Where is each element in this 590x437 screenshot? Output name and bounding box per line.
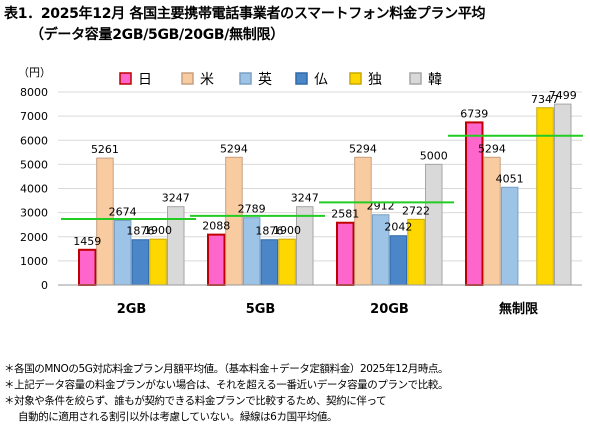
legend-swatch [349,72,362,85]
x-tick-label: 2GB [117,302,147,317]
legend-label: 韓 [428,72,442,88]
bar [389,235,408,286]
legend: 日米英仏独韓 [119,71,442,88]
data-label: 2722 [402,204,430,217]
data-label: 3247 [291,192,319,205]
data-label: 5000 [420,149,448,162]
data-label: 7347 [531,93,559,106]
data-label: 5294 [478,142,506,155]
bar [96,157,114,286]
legend-label: 日 [138,72,152,88]
bar [554,103,572,286]
footnote-2: ＊上記データ容量の料金プランがない場合は、それを超える一番近いデータ容量のプラン… [4,379,449,391]
bar [536,107,554,286]
legend-label: 独 [368,72,382,88]
x-tick-label: 無制限 [499,301,539,317]
data-label: 5261 [91,143,119,156]
data-label: 5294 [349,142,377,155]
y-tick-label: 3000 [20,207,48,220]
legend-label: 英 [258,71,272,88]
bar [260,239,279,286]
legend-swatch [119,72,132,85]
y-tick-label: 7000 [20,110,48,123]
data-label: 1876 [126,225,154,238]
data-label: 1459 [73,235,101,248]
chart-title: 表1．2025年12月 各国主要携帯電話事業者のスマートフォン料金プラン平均 [4,6,486,22]
bars [78,103,572,286]
bar [296,206,314,286]
legend-swatch [239,72,252,85]
data-label: 2088 [202,220,230,233]
data-label: 6739 [460,107,488,120]
data-label: 4051 [496,172,524,185]
bar [131,239,150,286]
bar [78,248,97,286]
legend-label: 仏 [314,72,328,88]
y-tick-label: 1000 [20,255,48,268]
data-label: 7499 [549,89,577,102]
data-label: 1876 [255,225,283,238]
y-tick-label: 5000 [20,158,48,171]
data-label: 2042 [384,221,412,234]
legend-swatch [181,72,194,85]
y-tick-label: 4000 [20,183,48,196]
legend-label: 米 [200,72,214,88]
data-label: 2674 [109,205,137,218]
y-axis-ticks: 0 1000 2000 3000 4000 5000 6000 7000 8000 [20,86,48,292]
bar [278,238,296,286]
bar [207,233,226,286]
y-axis-unit: （円） [18,66,51,79]
data-label: 1900 [273,224,301,237]
y-tick-label: 0 [41,279,48,292]
footnote-3: ＊対象や条件を絞らず、誰もが契約できる料金プランで比較するため、契約に伴って [4,395,387,407]
data-label: 2581 [331,208,359,221]
data-label: 1900 [144,224,172,237]
x-tick-label: 20GB [370,302,409,317]
bar [149,238,167,286]
bar [500,186,519,286]
y-tick-label: 8000 [20,86,48,99]
x-axis-labels: 2GB 5GB 20GB 無制限 [117,301,539,317]
y-tick-label: 2000 [20,231,48,244]
data-label: 5294 [220,142,248,155]
bar [425,163,443,286]
bar [354,156,372,286]
data-label: 3247 [162,192,190,205]
footnote-1: ＊各国のMNOの5G対応料金プラン月額平均値。（基本料金＋データ定額料金）202… [4,363,449,375]
footnote-4: 自動的に適用される割引以外は考慮していない。緑線は6カ国平均値。 [18,411,338,423]
bar-chart: 0 1000 2000 3000 4000 5000 6000 7000 8000 （円） 日 米… [18,66,583,317]
chart-subtitle: （データ容量2GB/5GB/20GB/無制限） [30,27,284,43]
legend-swatch [295,72,308,85]
footnotes: ＊各国のMNOの5G対応料金プラン月額平均値。（基本料金＋データ定額料金）202… [4,361,449,425]
y-tick-label: 6000 [20,134,48,147]
x-tick-label: 5GB [246,302,276,317]
data-label: 2789 [238,203,266,216]
data-labels: 1459526126741876190032472088529427891876… [73,89,577,248]
gridlines [58,91,582,262]
average-lines [61,134,583,220]
bar [336,221,355,286]
legend-swatch [409,72,422,85]
